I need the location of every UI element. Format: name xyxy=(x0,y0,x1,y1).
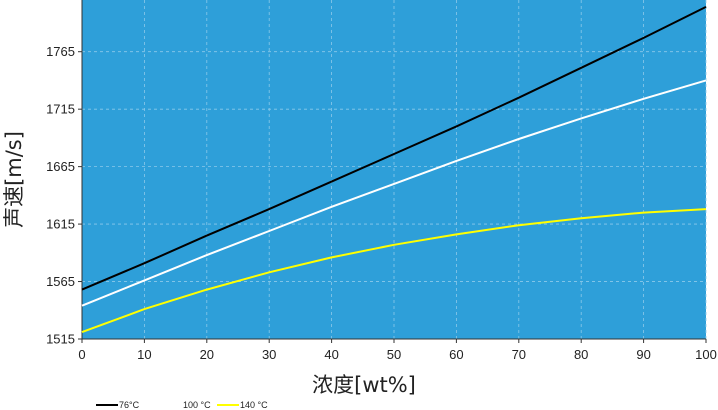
y-tick-label: 1765 xyxy=(46,44,75,59)
gridlines xyxy=(82,0,707,339)
y-axis-ticks: 1515 1565 1615 1665 1715 1765 xyxy=(46,44,82,347)
series-line xyxy=(81,79,707,307)
x-tick-label: 50 xyxy=(387,347,401,362)
x-tick-label: 90 xyxy=(636,347,650,362)
x-tick-label: 20 xyxy=(200,347,214,362)
x-tick-label: 10 xyxy=(137,347,151,362)
series-line xyxy=(81,208,707,334)
legend-item: 76°C xyxy=(96,400,140,410)
x-tick-label: 30 xyxy=(262,347,276,362)
legend-label: 100 °C xyxy=(183,400,211,410)
legend: 76°C 100 °C 140 °C xyxy=(96,400,268,410)
x-tick-label: 0 xyxy=(78,347,85,362)
y-tick-label: 1515 xyxy=(46,332,75,347)
x-tick-label: 100 xyxy=(695,347,717,362)
legend-label: 76°C xyxy=(119,400,140,410)
y-tick-label: 1665 xyxy=(46,159,75,174)
x-axis-ticks: 0 10 20 30 40 50 60 70 80 90 100 xyxy=(78,339,717,362)
legend-label: 140 °C xyxy=(240,400,268,410)
x-tick-label: 80 xyxy=(574,347,588,362)
y-axis-title: 声速[m/s] xyxy=(2,131,26,228)
legend-item: 140 °C xyxy=(217,400,268,410)
legend-item: 100 °C xyxy=(160,400,211,410)
y-tick-label: 1565 xyxy=(46,274,75,289)
x-tick-label: 70 xyxy=(512,347,526,362)
series-lines xyxy=(81,6,707,334)
y-tick-label: 1615 xyxy=(46,217,75,232)
x-tick-label: 60 xyxy=(449,347,463,362)
x-tick-label: 40 xyxy=(324,347,338,362)
y-tick-label: 1715 xyxy=(46,102,75,117)
x-axis-title: 浓度[wt%] xyxy=(312,373,416,397)
series-line xyxy=(81,6,707,291)
